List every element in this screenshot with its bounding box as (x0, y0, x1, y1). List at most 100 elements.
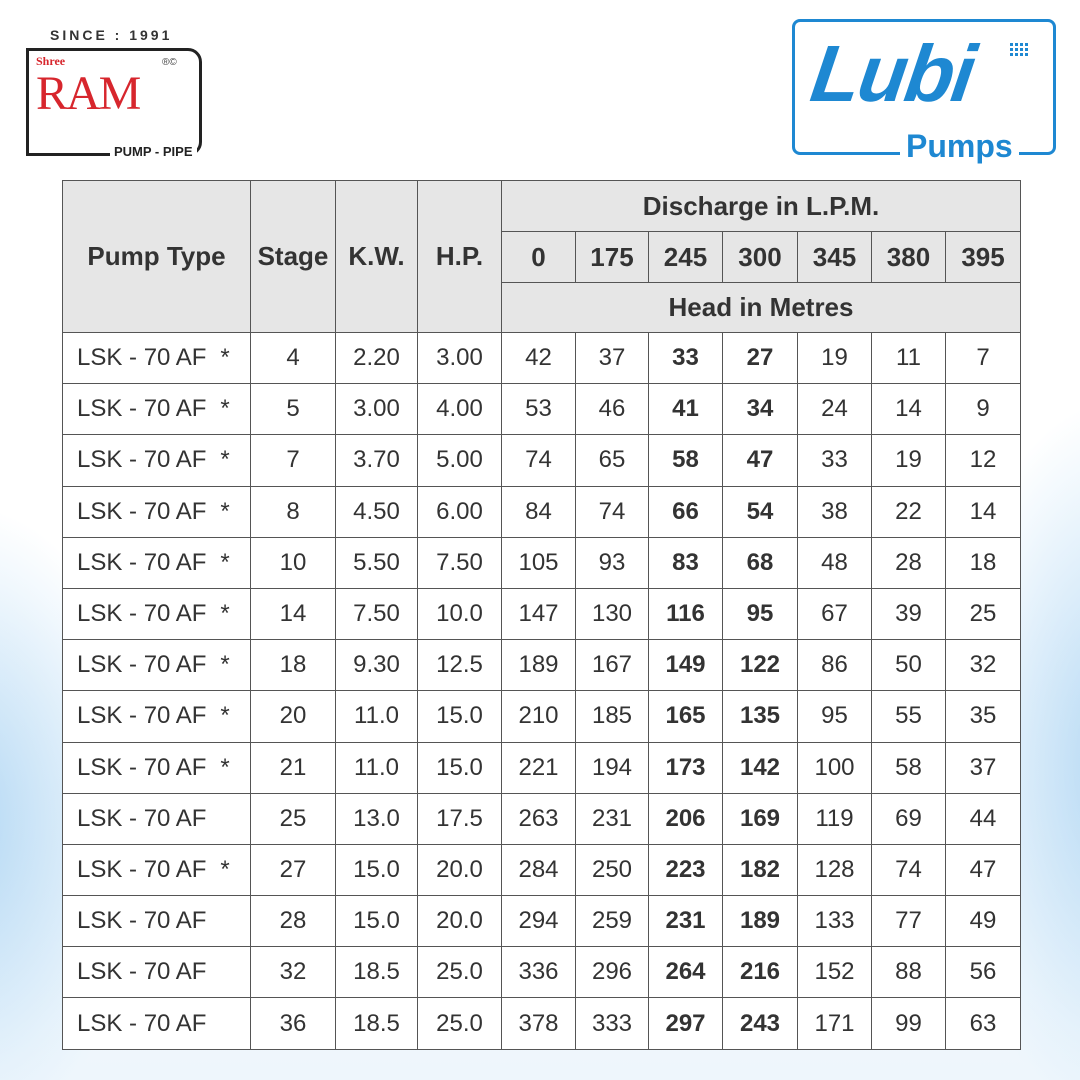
pump-type: LSK - 70 AF (77, 855, 207, 883)
header-hp: H.P. (417, 180, 502, 333)
head-cell: 47 (722, 434, 798, 487)
head-cell: 49 (944, 895, 1022, 948)
kw-cell: 3.70 (335, 434, 418, 487)
head-cell: 173 (648, 741, 723, 794)
hp-cell: 25.0 (417, 946, 502, 999)
table-row: LSK - 70 AF * 27 15.0 20.0 284 250 223 182 128 74 4… (62, 843, 1022, 897)
head-cell: 38 (797, 485, 872, 538)
head-cell: 99 (871, 997, 946, 1050)
header-pump-type: Pump Type (62, 180, 251, 333)
head-cell: 77 (871, 895, 946, 948)
head-cell: 297 (648, 997, 723, 1050)
asterisk-mark: * (220, 344, 230, 372)
pump-type: LSK - 70 AF (77, 753, 207, 781)
head-cell: 206 (648, 792, 723, 845)
kw-cell: 2.20 (335, 331, 418, 385)
table-row: LSK - 70 AF * 4 2.20 3.00 42 37 33 27 19 11 7 (62, 331, 1022, 385)
head-cell: 182 (722, 843, 798, 897)
asterisk-mark: * (220, 600, 230, 628)
head-cell: 14 (871, 383, 946, 436)
kw-cell: 15.0 (335, 843, 418, 897)
pump-type-cell: LSK - 70 AF (62, 946, 251, 999)
stage-cell: 32 (250, 946, 336, 999)
stage-cell: 5 (250, 383, 336, 436)
pump-type: LSK - 70 AF (77, 907, 207, 935)
pump-type-cell: LSK - 70 AF * (62, 536, 251, 589)
asterisk-mark: * (220, 548, 230, 576)
lubi-logo-name: Lubi (805, 29, 980, 118)
head-cell: 116 (648, 587, 723, 641)
head-cell: 378 (501, 997, 576, 1050)
head-cell: 119 (797, 792, 872, 845)
head-cell: 84 (501, 485, 576, 538)
header-stage: Stage (250, 180, 336, 333)
pump-type: LSK - 70 AF (77, 548, 207, 576)
asterisk-mark: * (220, 855, 230, 883)
head-cell: 50 (871, 639, 946, 692)
table-row: LSK - 70 AF * 5 3.00 4.00 53 46 41 34 24 14 9 (62, 383, 1022, 436)
header-discharge: Discharge in L.P.M. (500, 180, 1022, 232)
head-cell: 66 (648, 485, 723, 538)
head-cell: 296 (575, 946, 649, 999)
stage-cell: 18 (250, 639, 336, 692)
since-text: SINCE : 1991 (50, 27, 173, 43)
pump-type: LSK - 70 AF (77, 446, 207, 474)
discharge-value-175: 175 (575, 231, 649, 283)
registered-marks: ®© (162, 57, 177, 68)
kw-cell: 18.5 (335, 997, 418, 1050)
head-cell: 22 (871, 485, 946, 538)
head-cell: 74 (871, 843, 946, 897)
hp-cell: 10.0 (417, 587, 502, 641)
head-cell: 32 (944, 639, 1022, 692)
head-cell: 130 (575, 587, 649, 641)
lubi-grid-icon (1010, 42, 1028, 56)
head-cell: 243 (722, 997, 798, 1050)
discharge-value-300: 300 (722, 231, 798, 283)
head-cell: 231 (648, 895, 723, 948)
hp-cell: 7.50 (417, 536, 502, 589)
head-cell: 37 (944, 741, 1022, 794)
head-cell: 33 (648, 331, 723, 385)
pump-performance-table: Pump Type Stage K.W. H.P. Discharge in L… (62, 180, 1022, 1050)
pump-type: LSK - 70 AF (77, 344, 207, 372)
head-cell: 88 (871, 946, 946, 999)
head-cell: 18 (944, 536, 1022, 589)
pump-type-cell: LSK - 70 AF * (62, 639, 251, 692)
head-cell: 28 (871, 536, 946, 589)
discharge-value-245: 245 (648, 231, 723, 283)
hp-cell: 20.0 (417, 895, 502, 948)
head-cell: 142 (722, 741, 798, 794)
head-cell: 284 (501, 843, 576, 897)
head-cell: 231 (575, 792, 649, 845)
stage-cell: 27 (250, 843, 336, 897)
stage-cell: 7 (250, 434, 336, 487)
head-cell: 46 (575, 383, 649, 436)
kw-cell: 9.30 (335, 639, 418, 692)
head-cell: 53 (501, 383, 576, 436)
kw-cell: 11.0 (335, 741, 418, 794)
head-cell: 185 (575, 690, 649, 743)
table-row: LSK - 70 AF 25 13.0 17.5 263 231 206 169 119 69 44 (62, 792, 1022, 845)
stage-cell: 8 (250, 485, 336, 538)
table-row: LSK - 70 AF * 10 5.50 7.50 105 93 83 68 48 28 18 (62, 536, 1022, 589)
head-cell: 63 (944, 997, 1022, 1050)
table-row: LSK - 70 AF 28 15.0 20.0 294 259 231 189 133 77 49 (62, 895, 1022, 948)
hp-cell: 25.0 (417, 997, 502, 1050)
kw-cell: 7.50 (335, 587, 418, 641)
header-kw: K.W. (335, 180, 418, 333)
table-row: LSK - 70 AF 32 18.5 25.0 336 296 264 216 152 88 56 (62, 946, 1022, 999)
stage-cell: 21 (250, 741, 336, 794)
head-cell: 147 (501, 587, 576, 641)
header-head: Head in Metres (500, 282, 1022, 333)
head-cell: 11 (871, 331, 946, 385)
head-cell: 74 (575, 485, 649, 538)
head-cell: 105 (501, 536, 576, 589)
hp-cell: 20.0 (417, 843, 502, 897)
head-cell: 14 (944, 485, 1022, 538)
pump-type-cell: LSK - 70 AF * (62, 331, 251, 385)
stage-cell: 28 (250, 895, 336, 948)
head-cell: 19 (797, 331, 872, 385)
head-cell: 133 (797, 895, 872, 948)
pump-type-cell: LSK - 70 AF * (62, 587, 251, 641)
head-cell: 44 (944, 792, 1022, 845)
